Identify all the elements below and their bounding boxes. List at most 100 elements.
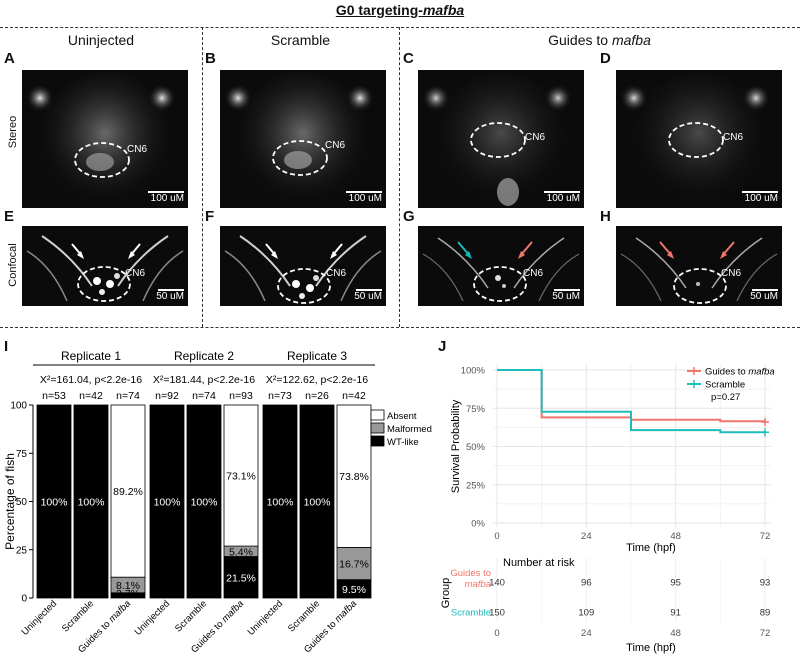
scale-bar [554,289,580,291]
x-tick-label: Uninjected [246,598,286,638]
bar-label-absent: 73.1% [226,471,256,483]
confocal-nerve-art [422,237,580,302]
panel-E-confocal-image: CN6 50 uM [22,226,188,306]
y-axis-label: Survival Probability [450,399,462,493]
replicate-title: Replicate 3 [287,349,347,363]
panel-A-stereo-image: CN6 100 uM [22,70,188,208]
y-tick-label: 25 [16,545,28,556]
stereo-embryo-art [620,72,770,208]
replicate-title: Replicate 1 [61,349,121,363]
sample-size: n=26 [305,390,329,402]
y-axis-label: Percentage of fish [3,453,17,550]
divider-2 [399,27,400,327]
cn6-label: CN6 [125,268,146,279]
bar-label-absent: 89.2% [113,486,143,498]
bar-label-malformed: 16.7% [339,559,369,571]
risk-value: 150 [489,608,505,619]
bar-label-wt: 2.7% [116,588,140,600]
replicate-stat: X²=181.44, p<2.2e-16 [153,374,255,386]
risk-row-label: Scramble [451,608,491,619]
risk-row-label: Guides to [450,568,491,579]
sample-size: n=74 [192,390,216,402]
bar-label-wt: 100% [304,497,331,509]
risk-value: 95 [670,578,681,589]
legend-label: Malformed [387,424,432,435]
y-tick-label: 0% [471,519,485,530]
panel-label-C: C [403,50,414,67]
y-tick-label: 0 [21,594,27,605]
bar-label-wt: 21.5% [226,572,256,584]
y-tick-label: 50% [466,442,486,453]
panel-G-confocal-image: CN6 50 uM [418,226,584,306]
sample-size: n=92 [155,390,179,402]
y-tick-label: 75% [466,404,486,415]
bar-label-absent: 73.8% [339,471,369,483]
scale-text: 50 uM [354,291,382,302]
stereo-embryo-art [224,72,374,208]
sample-size: n=42 [342,390,366,402]
panel-label-I: I [4,338,9,355]
sample-size: n=53 [42,390,66,402]
panel-label-B: B [205,50,216,67]
risk-table-title: Number at risk [503,557,575,569]
risk-value: 96 [581,578,592,589]
bar-label-malformed: 5.4% [229,546,253,558]
replicate-title: Replicate 2 [174,349,234,363]
bar-label-wt: 100% [154,497,181,509]
bar-segment-wt [186,404,222,599]
scale-text: 100 uM [348,193,382,204]
figure-title: G0 targeting-mafba [335,2,465,18]
panel-label-F: F [205,208,215,225]
scale-text: 50 uM [156,291,184,302]
sample-size: n=42 [79,390,103,402]
panel-D-stereo-image: CN6 100 uM [616,70,782,208]
risk-value: 109 [578,608,594,619]
panel-label-D: D [600,50,611,67]
divider-1 [202,27,203,327]
cn6-label: CN6 [723,132,744,143]
y-tick-label: 25% [466,480,486,491]
mid-dash-line [0,327,800,328]
confocal-nerve-art [26,235,184,302]
scale-bar [356,289,382,291]
p-value: p=0.27 [711,392,740,403]
stacked-bar-chart: Percentage of fish 0 25 50 75 100 Replicate 1 X… [3,349,432,655]
legend-swatch [370,422,385,434]
col-header-uninjected: Uninjected [67,32,135,48]
cn6-label: CN6 [326,268,347,279]
panel-label-G: G [403,208,415,225]
y-tick-label: 75 [16,449,28,460]
scale-bar [742,191,778,193]
bar-label-wt: 100% [267,497,294,509]
panel-label-E: E [4,208,15,225]
x-tick-label: 24 [581,531,592,542]
risk-x-tick-label: 72 [760,628,771,639]
x-tick-label: Uninjected [133,598,173,638]
risk-x-tick-label: 24 [581,628,592,639]
bar-segment-wt [36,404,72,599]
bar-segment-wt [149,404,185,599]
panel-F-confocal-image: CN6 50 uM [220,226,386,306]
censor-mark [761,428,769,437]
risk-x-tick-label: 48 [670,628,681,639]
stereo-embryo-art [26,72,176,208]
bar-segment-wt [262,404,298,599]
scale-text: 100 uM [744,193,778,204]
bar-label-wt: 100% [78,497,105,509]
risk-y-axis-label: Group [440,578,452,609]
survival-chart: 0% 25% 50% 75% 100% 0 24 48 72 Survival Probabili… [440,364,775,654]
bar-label-wt: 100% [41,497,68,509]
legend-label: Scramble [705,380,745,391]
scale-text: 50 uM [750,291,778,302]
risk-value: 91 [670,608,681,619]
scale-text: 100 uM [150,193,184,204]
panel-B-stereo-image: CN6 100 uM [220,70,386,208]
bar-segment-wt [299,404,335,599]
confocal-nerve-art [620,237,778,304]
bar-segment-absent [336,404,372,548]
legend-label: Guides to mafba [705,367,775,378]
survival-line-scramble [497,369,765,434]
bar-segment-absent [110,404,146,578]
x-tick-label: Scramble [286,598,322,634]
x-tick-label: 72 [760,531,771,542]
